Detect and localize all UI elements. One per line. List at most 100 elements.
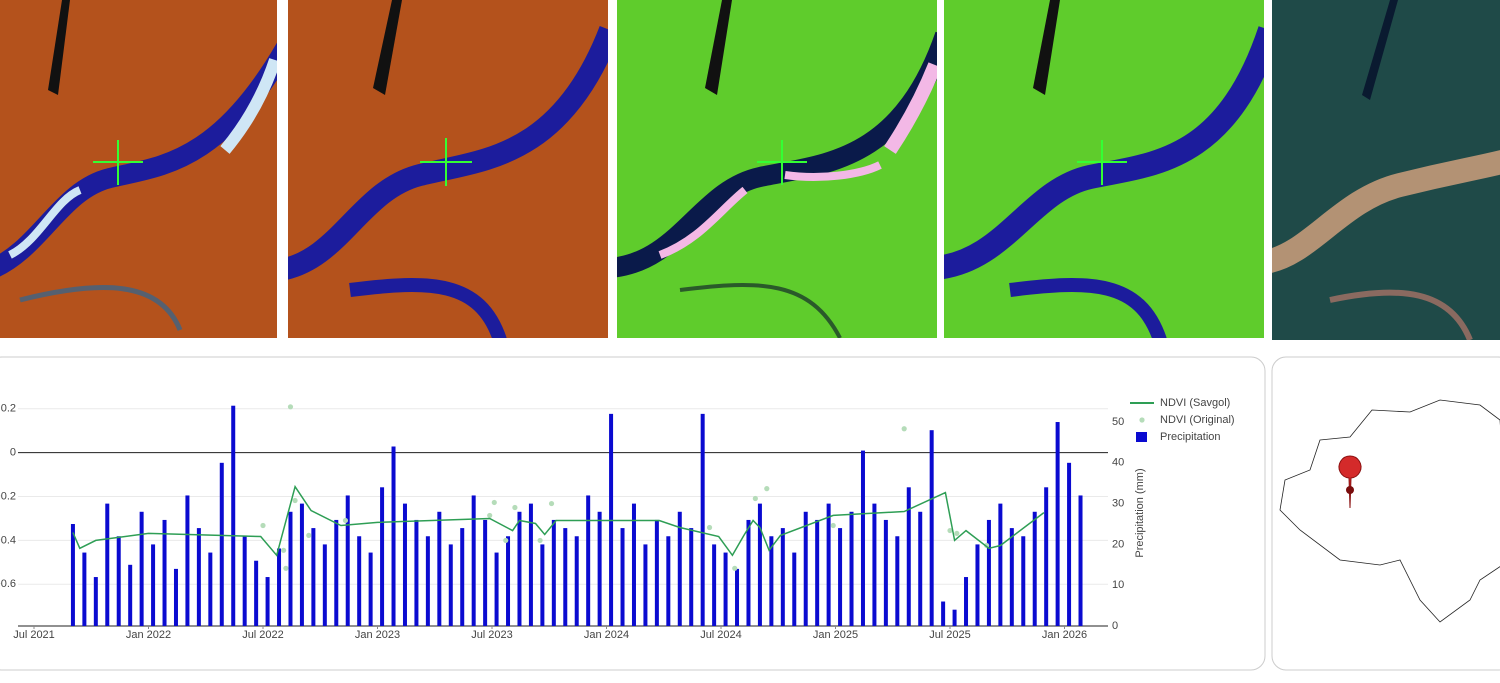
ndvi-point xyxy=(947,527,953,534)
image-panel xyxy=(944,0,1264,338)
precip-bar xyxy=(952,609,957,626)
precip-bar xyxy=(151,544,156,626)
precip-bar xyxy=(1032,511,1037,626)
precip-bar xyxy=(746,519,751,626)
x-tick-label: Jan 2026 xyxy=(1042,629,1087,641)
precip-bar xyxy=(219,462,224,626)
ndvi-line xyxy=(72,484,1045,557)
precip-bar xyxy=(265,577,270,626)
precip-bar xyxy=(70,524,75,626)
precip-bar xyxy=(723,552,728,626)
precip-bar xyxy=(368,552,373,626)
precip-bar xyxy=(414,519,419,626)
precip-bar xyxy=(986,519,991,626)
y-tick-label: 0 xyxy=(10,447,16,459)
precip-bar xyxy=(586,495,591,626)
precip-bar xyxy=(792,552,797,626)
ndvi-point xyxy=(260,522,266,529)
precip-bar xyxy=(437,511,442,626)
precip-bar xyxy=(712,544,717,626)
precip-bar xyxy=(1044,487,1049,626)
precip-bar xyxy=(757,503,762,626)
precip-bar xyxy=(860,450,865,626)
image-panel xyxy=(0,0,277,338)
precip-bar xyxy=(883,519,888,626)
precip-bar xyxy=(173,568,178,626)
precip-bar xyxy=(689,528,694,626)
precip-bar xyxy=(1009,528,1014,626)
precip-bar xyxy=(128,564,133,626)
precip-bar xyxy=(998,503,1003,626)
precip-bar xyxy=(196,528,201,626)
precip-bar xyxy=(643,544,648,626)
precip-bar xyxy=(311,528,316,626)
precip-bar xyxy=(1067,462,1072,626)
precip-bar xyxy=(1021,536,1026,626)
legend-swatch xyxy=(1139,417,1145,423)
precip-bar xyxy=(322,544,327,626)
ndvi-point xyxy=(548,500,555,507)
precip-bar xyxy=(551,519,556,626)
ndvi-point xyxy=(281,547,287,553)
precip-bar xyxy=(895,536,900,626)
ndvi-point xyxy=(954,530,960,537)
precip-bar xyxy=(162,519,167,626)
precip-bar xyxy=(620,528,625,626)
precip-bar xyxy=(517,511,522,626)
precip-bar xyxy=(780,528,785,626)
precip-bar xyxy=(116,536,121,626)
precip-bar xyxy=(826,503,831,626)
precip-bar xyxy=(82,552,87,626)
ndvi-point xyxy=(732,565,738,571)
precip-bar xyxy=(357,536,362,626)
precip-bar xyxy=(483,519,488,626)
precip-bar xyxy=(288,511,293,626)
precip-bar xyxy=(254,560,259,626)
ndvi-point xyxy=(752,495,758,502)
precip-bar xyxy=(849,511,854,626)
precip-bar xyxy=(334,519,339,626)
ndvi-point xyxy=(537,537,543,544)
ndvi-point xyxy=(306,532,312,538)
x-tick-label: Jul 2021 xyxy=(13,629,55,641)
precip-bar xyxy=(185,495,190,626)
ndvi-point xyxy=(287,404,294,410)
ndvi-point xyxy=(491,499,497,506)
ndvi-point xyxy=(487,512,493,519)
image-panel xyxy=(617,0,937,338)
precip-bar xyxy=(964,577,969,626)
precip-bar xyxy=(345,495,350,626)
ndvi-point xyxy=(901,426,907,432)
precip-bar xyxy=(700,413,705,626)
ndvi-point xyxy=(706,524,713,531)
ndvi-point xyxy=(764,486,770,492)
ndvi-point xyxy=(503,537,509,544)
y2-axis-title: Precipitation (mm) xyxy=(1134,468,1146,557)
precip-bar xyxy=(1078,495,1083,626)
ndvi-point xyxy=(292,497,298,504)
x-tick-label: Jul 2025 xyxy=(929,629,971,641)
y2-tick-label: 50 xyxy=(1112,416,1124,428)
precip-bar xyxy=(231,405,236,626)
x-tick-label: Jan 2024 xyxy=(584,629,629,641)
precip-bar xyxy=(93,577,98,626)
image-panel xyxy=(288,0,608,338)
precip-bar xyxy=(528,503,533,626)
precip-bar xyxy=(815,519,820,626)
map xyxy=(1279,399,1500,623)
y-tick-label: −0.6 xyxy=(0,578,16,590)
precip-bar xyxy=(941,601,946,626)
precip-bar xyxy=(208,552,213,626)
ndvi-point xyxy=(830,522,836,529)
precip-bar xyxy=(139,511,144,626)
precip-bar xyxy=(563,528,568,626)
precip-bar xyxy=(471,495,476,626)
x-tick-label: Jan 2023 xyxy=(355,629,400,641)
y-tick-label: −0.4 xyxy=(0,534,16,546)
legend-swatch xyxy=(1136,432,1147,442)
precip-bar xyxy=(597,511,602,626)
precip-bar xyxy=(975,544,980,626)
precip-bar xyxy=(380,487,385,626)
precip-bar xyxy=(872,503,877,626)
precip-bar xyxy=(631,503,636,626)
